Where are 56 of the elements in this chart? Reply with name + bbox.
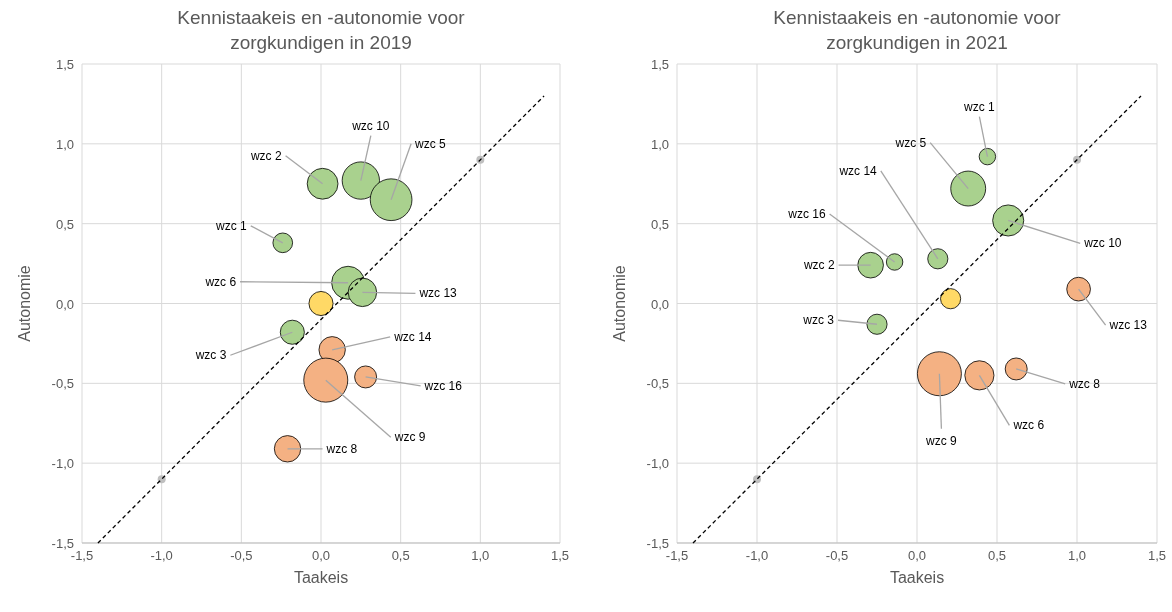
annotation: wzc 10 bbox=[351, 118, 390, 133]
y-tick-label: 0,0 bbox=[650, 296, 669, 312]
y-tick-label: -1,0 bbox=[51, 456, 74, 472]
y-tick-label: -1,5 bbox=[51, 536, 74, 551]
annotation: wzc 14 bbox=[393, 329, 432, 344]
x-tick-label: 1,0 bbox=[1067, 548, 1087, 563]
x-tick-label: -1,5 bbox=[665, 548, 689, 563]
annotation: wzc 5 bbox=[894, 135, 927, 150]
y-tick-label: 0,5 bbox=[650, 216, 669, 232]
annotation: wzc 14 bbox=[838, 163, 878, 178]
annotation: wzc 6 bbox=[204, 274, 237, 289]
x-tick-label: 0,0 bbox=[311, 548, 331, 563]
x-tick-label: -1,0 bbox=[150, 548, 173, 563]
x-axis-title: Taakeis bbox=[889, 569, 945, 586]
annotation: wzc 5 bbox=[414, 136, 447, 151]
x-axis-title: Taakeis bbox=[293, 569, 349, 586]
y-tick-label: 1,0 bbox=[55, 136, 74, 152]
x-tick-label: 1,5 bbox=[550, 548, 570, 563]
annotation: wzc 8 bbox=[325, 441, 358, 456]
annotation: wzc 6 bbox=[1012, 418, 1045, 433]
x-tick-label: 1,5 bbox=[1147, 548, 1167, 563]
x-tick-label: 0,5 bbox=[391, 548, 410, 563]
annotation: wzc 9 bbox=[925, 433, 958, 448]
y-axis-title: Autonomie bbox=[611, 265, 628, 342]
y-tick-label: 1,5 bbox=[650, 57, 669, 72]
x-tick-label: -0,5 bbox=[230, 548, 253, 563]
annotation: wzc 16 bbox=[423, 378, 463, 393]
annotation: wzc 16 bbox=[787, 206, 826, 221]
annotation: wzc 1 bbox=[215, 218, 248, 233]
annotation: wzc 3 bbox=[802, 313, 835, 328]
x-tick-label: 0,0 bbox=[907, 548, 927, 563]
annotation: wzc 13 bbox=[1108, 318, 1148, 333]
annotation: wzc 13 bbox=[418, 286, 458, 301]
y-tick-label: 1,5 bbox=[55, 57, 74, 72]
y-tick-label: 0,5 bbox=[55, 216, 74, 232]
x-tick-label: -1,0 bbox=[745, 548, 769, 563]
y-tick-label: -0,5 bbox=[646, 376, 669, 392]
x-tick-label: 1,0 bbox=[471, 548, 490, 563]
chart-title: Kennistaakeis en -autonomie voor zorgkundigen in 2019 bbox=[177, 7, 466, 53]
y-tick-label: -0,5 bbox=[51, 376, 74, 392]
chart-title: Kennistaakeis en -autonomie voor zorgkundigen in 2021 bbox=[773, 7, 1062, 53]
annotation: wzc 1 bbox=[963, 99, 996, 114]
y-tick-label: 0,0 bbox=[55, 296, 74, 312]
annotation: wzc 8 bbox=[1068, 376, 1101, 391]
x-tick-label: -1,5 bbox=[70, 548, 94, 563]
y-tick-label: -1,5 bbox=[646, 536, 669, 551]
annotation: wzc 9 bbox=[393, 430, 426, 445]
y-tick-label: -1,0 bbox=[646, 456, 669, 472]
y-tick-label: 1,0 bbox=[650, 136, 669, 152]
x-tick-label: -0,5 bbox=[825, 548, 849, 563]
annotation: wzc 2 bbox=[802, 258, 835, 273]
annotation: wzc 3 bbox=[194, 348, 227, 363]
annotation: wzc 10 bbox=[1083, 236, 1122, 251]
annotation: wzc 2 bbox=[249, 148, 282, 163]
x-tick-label: 0,5 bbox=[987, 548, 1007, 563]
y-axis-title: Autonomie bbox=[16, 265, 33, 342]
